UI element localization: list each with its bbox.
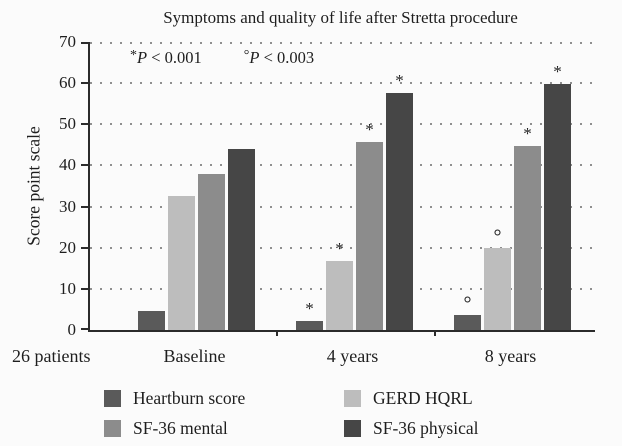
p-value-note: °P < 0.003 — [243, 48, 315, 67]
y-tick-label: 60 — [59, 73, 76, 93]
bar-gerd-hqrl-8-years: ° — [484, 226, 511, 330]
bar-gerd-hqrl-baseline — [168, 196, 195, 330]
bar-heartburn-score-8-years: ° — [454, 293, 481, 330]
gridline — [90, 164, 595, 167]
legend-item-heartburn-score: Heartburn score — [104, 388, 344, 409]
p-value-note: *P < 0.001 — [130, 48, 202, 67]
legend-item-sf-36-physical: SF-36 physical — [344, 418, 479, 439]
significance-marker: * — [335, 238, 344, 258]
significance-marker: * — [553, 62, 562, 81]
significance-marker: * — [395, 70, 404, 90]
bar-heartburn-score-baseline — [138, 310, 165, 330]
significance-note: *P < 0.001 °P < 0.003 — [130, 48, 314, 68]
significance-marker: ° — [463, 293, 472, 316]
y-axis-tick — [81, 123, 88, 126]
legend-label: SF-36 mental — [133, 418, 228, 438]
significance-marker: ° — [493, 226, 502, 249]
x-category-label-8-years: 8 years — [484, 346, 537, 366]
y-tick-label: 40 — [59, 155, 76, 175]
legend-swatch-gerd-hqrl — [344, 390, 361, 407]
gridline — [90, 123, 595, 126]
y-axis-tick — [81, 82, 88, 85]
y-tick-label: 30 — [59, 196, 76, 216]
bar-sf-36-physical-8-years: * — [544, 62, 571, 330]
gridline — [90, 246, 595, 249]
chart-title: Symptoms and quality of life after Stret… — [163, 8, 518, 27]
x-category-label-baseline: Baseline — [163, 346, 226, 366]
legend-swatch-heartburn-score — [104, 390, 121, 407]
y-axis-label: Score point scale — [23, 126, 44, 246]
bar-gerd-hqrl-4-years: * — [326, 239, 353, 330]
y-tick-label: 50 — [59, 114, 76, 134]
bar-sf-36-mental-8-years: * — [514, 124, 541, 330]
y-axis-tick — [81, 42, 88, 44]
plot-area: *P < 0.001 °P < 0.003 0 10 20 30 40 50 60 70 * * * *… — [59, 32, 595, 339]
y-axis-tick — [81, 328, 88, 330]
legend-label: SF-36 physical — [373, 418, 479, 438]
gridline — [90, 42, 595, 44]
x-axis-tick — [433, 330, 436, 336]
legend-item-gerd-hqrl: GERD HQRL — [344, 388, 479, 409]
bar-sf-36-mental-baseline — [198, 173, 225, 330]
bar-sf-36-mental-4-years: * — [356, 120, 383, 330]
significance-marker: * — [523, 124, 532, 144]
bar-group-8-years: ° ° * * — [454, 62, 571, 330]
legend-item-sf-36-mental: SF-36 mental — [104, 418, 344, 439]
patients-count-label: 26 patients — [12, 346, 91, 366]
significance-marker: * — [365, 120, 374, 140]
x-category-label-4-years: 4 years — [326, 346, 379, 366]
legend: Heartburn score GERD HQRL SF-36 mental SF-3… — [104, 388, 479, 439]
y-tick-label: 20 — [59, 237, 76, 257]
bar-group-4-years: * * * * — [296, 71, 413, 330]
y-axis-tick — [81, 287, 88, 290]
x-axis-tick — [275, 330, 278, 336]
gridline — [90, 82, 595, 85]
significance-marker: * — [305, 298, 314, 318]
bar-group-baseline — [138, 149, 255, 330]
y-axis-tick — [81, 164, 88, 167]
y-axis-tick — [81, 205, 88, 208]
legend-swatch-sf-36-physical — [344, 420, 361, 437]
legend-label: Heartburn score — [133, 388, 246, 408]
gridline — [90, 205, 595, 208]
legend-label: GERD HQRL — [373, 388, 473, 408]
legend-swatch-sf-36-mental — [104, 420, 121, 437]
bar-heartburn-score-4-years: * — [296, 299, 323, 330]
bar-sf-36-physical-baseline — [228, 149, 255, 330]
y-axis-tick — [81, 246, 88, 249]
y-tick-label: 0 — [67, 320, 77, 339]
y-tick-label: 10 — [59, 278, 76, 298]
bar-sf-36-physical-4-years: * — [386, 71, 413, 330]
y-tick-label: 70 — [59, 32, 76, 51]
